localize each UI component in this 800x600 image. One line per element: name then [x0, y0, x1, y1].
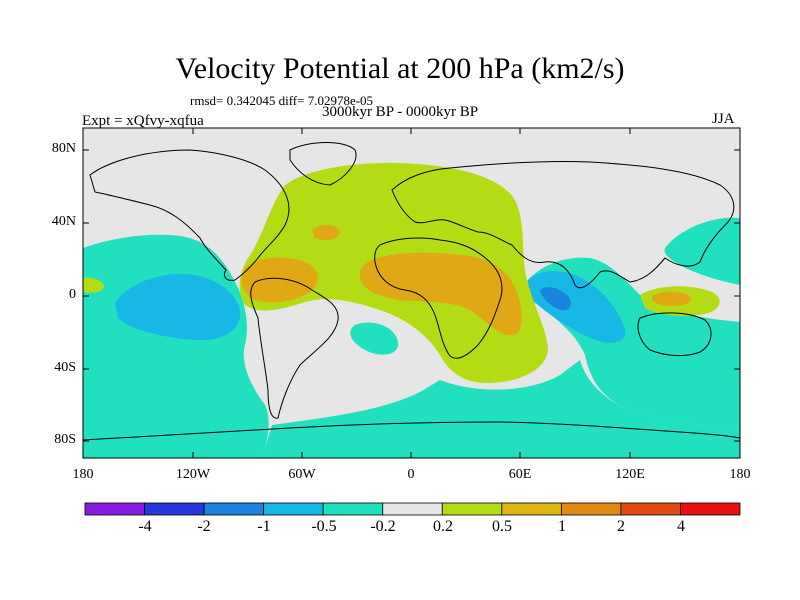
colorbar-swatch — [144, 502, 205, 516]
x-tick-label: 120E — [615, 467, 645, 482]
coast-antarctica — [83, 421, 740, 441]
y-tick-label: 80S — [54, 432, 76, 447]
coastlines — [83, 142, 740, 441]
colorbar-swatch — [203, 502, 265, 516]
x-tick-label: 180 — [72, 467, 94, 482]
coast-europe-asia — [391, 160, 735, 289]
coast-australia — [637, 312, 712, 357]
period-label: 3000kyr BP - 0000kyr BP — [321, 104, 479, 120]
colorbar-label: 0.5 — [492, 518, 512, 535]
colorbar-label: 2 — [617, 518, 625, 535]
y-tick-label: 40N — [51, 214, 76, 229]
coast-africa — [374, 237, 503, 359]
colorbar-label: -0.5 — [311, 518, 337, 535]
colorbar-swatch — [680, 502, 741, 516]
lime-field-date-line — [83, 277, 104, 293]
teal-field-se-pacific — [83, 360, 740, 458]
colorbar-label: -4 — [138, 518, 152, 535]
colorbar-swatch — [560, 502, 622, 516]
colorbar-label: 4 — [677, 518, 685, 535]
y-tick-label: 40S — [54, 360, 76, 375]
colorbar-swatch — [322, 502, 384, 516]
colorbar-swatch — [84, 502, 145, 516]
axis-ticks — [83, 128, 740, 458]
colorbar — [84, 502, 741, 516]
orange-field-caribbean — [241, 257, 318, 303]
colorbar-label: -2 — [197, 518, 211, 535]
season-label: JJA — [712, 111, 735, 127]
stats-text: rmsd= 0.342045 diff= 7.02978e-05 — [190, 93, 374, 108]
coast-south-america — [250, 277, 339, 419]
colorbar-swatch — [441, 502, 503, 516]
y-tick-label: 80N — [51, 141, 76, 156]
teal-field-nw-pacific — [664, 217, 740, 285]
x-tick-label: 60E — [508, 467, 532, 482]
orange-field-africa — [359, 252, 522, 336]
colorbar-label: -1 — [257, 518, 271, 535]
coast-greenland — [289, 142, 357, 186]
colorbar-label: -0.2 — [370, 518, 396, 535]
orange-field-new-guinea — [651, 291, 692, 306]
colorbar-label: 0.2 — [433, 518, 453, 535]
x-tick-label: 0 — [407, 467, 415, 482]
x-tick-label: 180 — [729, 467, 751, 482]
colorbar-swatch — [620, 502, 681, 516]
x-tick-label: 60W — [288, 467, 316, 482]
coast-north-america — [89, 149, 290, 281]
experiment-label: Expt = xQfvy-xqfua — [82, 113, 204, 129]
blue-core-indian — [540, 287, 571, 311]
colorbar-swatch — [382, 502, 443, 516]
cyan-field-pacific — [115, 273, 241, 341]
orange-field-north-atlantic — [312, 224, 340, 240]
y-tick-label: 0 — [69, 287, 76, 302]
colorbar-label: 1 — [558, 518, 566, 535]
plot-title: Velocity Potential at 200 hPa (km2/s) — [175, 52, 625, 85]
x-tick-label: 120W — [175, 467, 211, 482]
colorbar-swatch — [263, 502, 324, 516]
colorbar-swatch — [501, 502, 562, 516]
teal-field-south-atlantic — [350, 322, 399, 355]
